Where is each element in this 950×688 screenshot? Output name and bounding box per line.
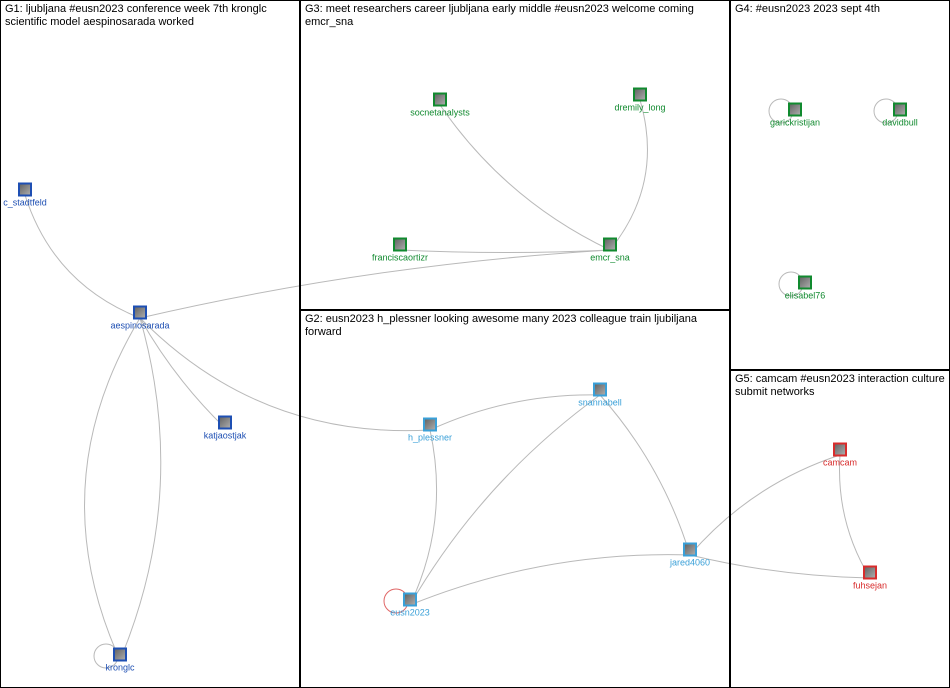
panel-G5: G5: camcam #eusn2023 interaction culture… (730, 370, 950, 688)
panel-title-G1: G1: ljubljana #eusn2023 conference week … (5, 3, 295, 29)
panel-G2: G2: eusn2023 h_plessner looking awesome … (300, 310, 730, 688)
panel-G3: G3: meet researchers career ljubljana ea… (300, 0, 730, 310)
panel-title-G4: G4: #eusn2023 2023 sept 4th (735, 3, 945, 16)
panel-title-G5: G5: camcam #eusn2023 interaction culture… (735, 373, 945, 399)
panel-title-G3: G3: meet researchers career ljubljana ea… (305, 3, 725, 29)
panel-G1: G1: ljubljana #eusn2023 conference week … (0, 0, 300, 688)
panel-title-G2: G2: eusn2023 h_plessner looking awesome … (305, 313, 725, 339)
panel-G4: G4: #eusn2023 2023 sept 4th (730, 0, 950, 370)
network-canvas: G1: ljubljana #eusn2023 conference week … (0, 0, 950, 688)
